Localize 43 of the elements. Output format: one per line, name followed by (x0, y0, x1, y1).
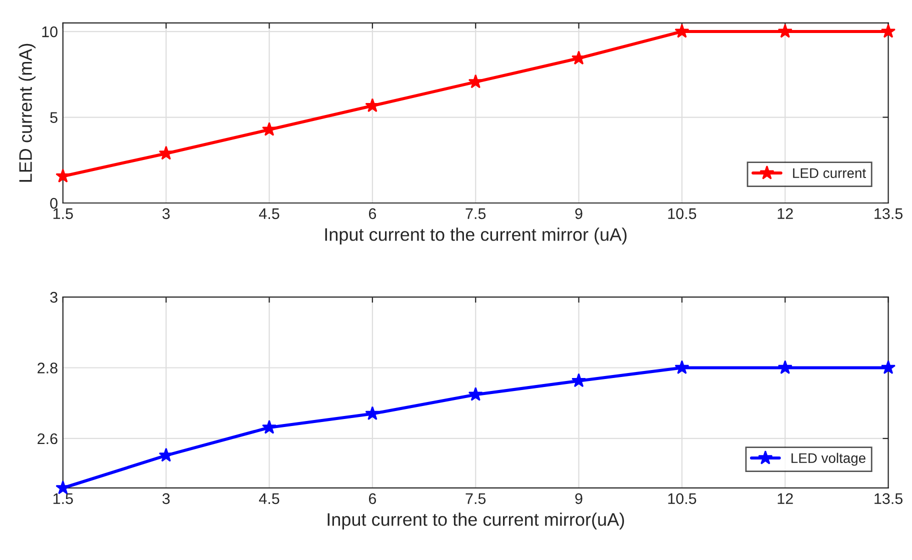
y-tick-label: 0 (50, 198, 58, 209)
x-tick-label: 7.5 (466, 208, 486, 220)
point (262, 420, 277, 434)
x-axis-title: Input current to the current mirror (uA) (325, 228, 627, 244)
point (674, 360, 690, 374)
point (262, 122, 277, 136)
x-tick-label: 7.5 (466, 493, 486, 504)
y-tick-label: 5 (50, 112, 58, 123)
x-tick-label: 3 (162, 493, 170, 504)
y-tick-label: 3 (50, 292, 58, 303)
point (778, 24, 792, 38)
x-tick-label: 9 (575, 208, 582, 220)
x-tick-label: 12 (778, 208, 793, 219)
x-tick-label: 1.5 (53, 493, 73, 504)
point (468, 386, 483, 401)
point (778, 360, 792, 374)
point (880, 360, 896, 374)
point (468, 74, 483, 88)
point (674, 24, 690, 38)
x-tick-label: 4.5 (259, 493, 280, 504)
x-tick-label: 10.5 (668, 493, 696, 504)
x-axis-title: Input current to the current mirror(uA) (328, 512, 624, 530)
point (56, 168, 70, 183)
y-tick-label: 10 (42, 26, 58, 38)
x-tick-label: 10.5 (668, 208, 696, 220)
y-tick-label: 2.6 (38, 433, 58, 444)
point (880, 24, 896, 38)
x-tick-label: 13.5 (874, 208, 903, 220)
x-tick-label: 13.5 (874, 493, 903, 504)
x-tick-label: 1.5 (53, 208, 73, 220)
y-tick-label: 2.8 (38, 362, 58, 374)
y-axis-title: LED current (mA) (18, 44, 36, 182)
x-tick-label: 3 (162, 208, 170, 220)
x-tick-label: 9 (575, 493, 582, 504)
x-tick-label: 4.5 (259, 208, 280, 220)
x-tick-label: 12 (778, 493, 793, 504)
point (158, 146, 174, 160)
legend-label: LED current (793, 168, 866, 178)
point (365, 406, 380, 420)
legend-label: LED voltage (792, 452, 866, 466)
x-tick-label: 6 (368, 208, 376, 220)
point (571, 373, 586, 388)
x-tick-label: 6 (368, 493, 376, 504)
